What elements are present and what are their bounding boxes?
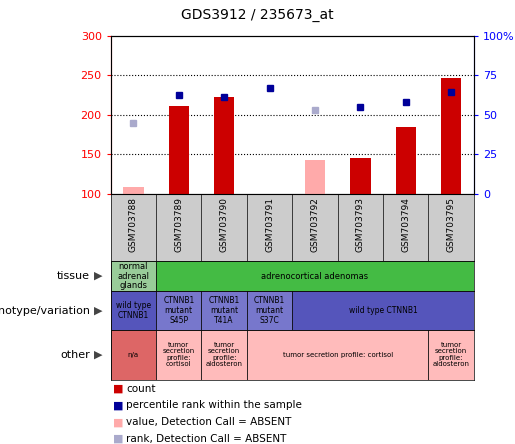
Bar [156, 291, 201, 330]
Text: normal
adrenal
glands: normal adrenal glands [117, 262, 149, 290]
Text: ▶: ▶ [94, 350, 102, 360]
Text: other: other [60, 350, 90, 360]
Text: GSM703791: GSM703791 [265, 197, 274, 252]
Text: CTNNB1
mutant
S45P: CTNNB1 mutant S45P [163, 297, 195, 325]
Bar [156, 261, 474, 291]
Text: GSM703790: GSM703790 [220, 197, 229, 252]
Text: n/a: n/a [128, 352, 139, 358]
Bar [168, 106, 189, 194]
Text: wild type
CTNNB1: wild type CTNNB1 [116, 301, 151, 320]
Text: ■: ■ [113, 417, 124, 427]
Bar [111, 330, 156, 380]
Bar [396, 127, 416, 194]
Bar [201, 291, 247, 330]
Text: tumor secretion profile: cortisol: tumor secretion profile: cortisol [283, 352, 393, 358]
Bar [111, 261, 156, 291]
Text: tumor
secretion
profile:
aldosteron: tumor secretion profile: aldosteron [205, 342, 243, 368]
Text: ■: ■ [113, 384, 124, 393]
Text: GSM703793: GSM703793 [356, 197, 365, 252]
Bar [247, 291, 293, 330]
Text: wild type CTNNB1: wild type CTNNB1 [349, 306, 417, 315]
Text: count: count [126, 384, 156, 393]
Text: tumor
secretion
profile:
aldosteron: tumor secretion profile: aldosteron [433, 342, 470, 368]
Bar [305, 160, 325, 194]
Text: adrenocortical adenomas: adrenocortical adenomas [262, 272, 369, 281]
Text: CTNNB1
mutant
S37C: CTNNB1 mutant S37C [254, 297, 285, 325]
Text: ■: ■ [113, 400, 124, 410]
Text: value, Detection Call = ABSENT: value, Detection Call = ABSENT [126, 417, 291, 427]
Text: GDS3912 / 235673_at: GDS3912 / 235673_at [181, 8, 334, 22]
Bar [111, 291, 156, 330]
Text: GSM703794: GSM703794 [401, 197, 410, 252]
Text: ■: ■ [113, 434, 124, 444]
Text: GSM703789: GSM703789 [174, 197, 183, 252]
Bar [350, 158, 371, 194]
Bar [156, 330, 201, 380]
Bar [441, 78, 461, 194]
Text: tissue: tissue [57, 271, 90, 281]
Bar [247, 330, 428, 380]
Text: ▶: ▶ [94, 305, 102, 316]
Text: GSM703795: GSM703795 [447, 197, 456, 252]
Text: ▶: ▶ [94, 271, 102, 281]
Bar [214, 97, 234, 194]
Bar [428, 330, 474, 380]
Text: genotype/variation: genotype/variation [0, 305, 90, 316]
Text: GSM703788: GSM703788 [129, 197, 138, 252]
Bar [201, 330, 247, 380]
Text: percentile rank within the sample: percentile rank within the sample [126, 400, 302, 410]
Text: CTNNB1
mutant
T41A: CTNNB1 mutant T41A [209, 297, 240, 325]
Bar [123, 187, 144, 194]
Text: tumor
secretion
profile:
cortisol: tumor secretion profile: cortisol [163, 342, 195, 368]
Text: GSM703792: GSM703792 [311, 197, 319, 252]
Text: rank, Detection Call = ABSENT: rank, Detection Call = ABSENT [126, 434, 286, 444]
Bar [293, 291, 474, 330]
